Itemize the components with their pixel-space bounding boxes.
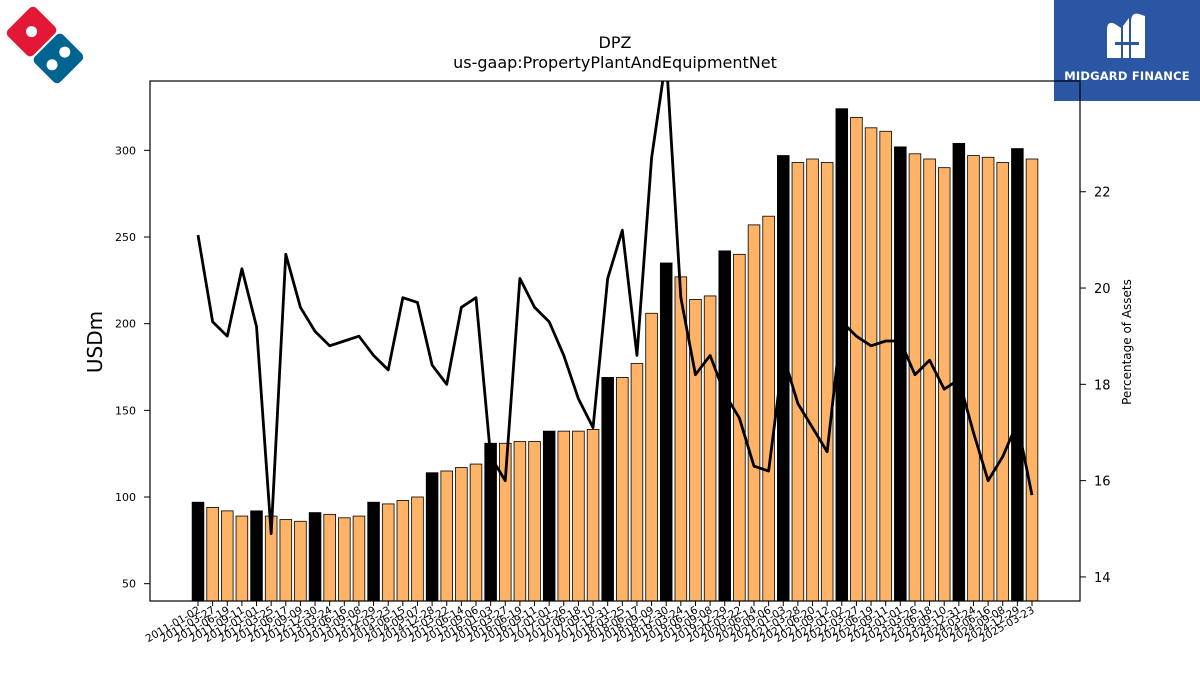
y2-tick-label: 18: [1094, 378, 1111, 393]
bar: [484, 442, 497, 602]
bar: [981, 156, 995, 602]
bar: [908, 153, 922, 602]
y-tick-label: 50: [122, 578, 136, 591]
bar: [864, 127, 878, 602]
bar: [235, 515, 249, 602]
bar: [762, 215, 775, 602]
bar: [338, 517, 351, 602]
bar: [747, 224, 761, 602]
bar: [1011, 148, 1024, 602]
y2-tick-label: 14: [1094, 571, 1111, 586]
bar: [250, 510, 263, 602]
bar: [630, 363, 644, 602]
y-tick-label: 150: [115, 404, 136, 417]
midgard-mark-icon: [1107, 13, 1145, 58]
bar: [850, 117, 863, 602]
bar: [967, 155, 980, 602]
y-axis-label: USDm: [83, 311, 107, 373]
domino-blue-half: [33, 33, 84, 84]
y2-tick-label: 20: [1094, 282, 1111, 297]
bar: [996, 162, 1009, 602]
bar: [279, 519, 293, 602]
bar: [645, 312, 658, 602]
dominos-logo: [6, 6, 84, 84]
chart-title: DPZ: [599, 33, 632, 52]
bar: [308, 512, 322, 602]
bar: [411, 496, 424, 602]
bar: [425, 472, 439, 602]
plot-frame: [149, 80, 1081, 602]
chart-subtitle: us-gaap:PropertyPlantAndEquipmentNet: [453, 53, 777, 72]
bar: [221, 510, 234, 602]
bar: [455, 467, 468, 602]
bar: [381, 503, 395, 602]
y2-axis-label: Percentage of Assets: [1120, 279, 1134, 405]
y-tick-label: 200: [115, 318, 136, 331]
bar: [572, 430, 585, 602]
y-tick-label: 300: [115, 144, 136, 157]
bar: [352, 515, 366, 602]
bar: [586, 428, 600, 602]
bar: [952, 142, 966, 602]
bar: [937, 167, 951, 602]
bar: [703, 295, 717, 602]
bar: [206, 506, 219, 602]
bar: [513, 441, 527, 602]
bar: [191, 501, 205, 602]
bar: [367, 501, 380, 602]
bar: [528, 441, 541, 602]
bar: [469, 463, 483, 602]
y-tick-label: 100: [115, 491, 136, 504]
y2-tick-label: 22: [1094, 186, 1111, 201]
bar: [601, 376, 614, 602]
bar: [542, 430, 556, 602]
bar: [1025, 158, 1039, 602]
bar: [820, 162, 834, 602]
bar: [659, 262, 673, 602]
bar: [294, 520, 307, 602]
bar: [879, 130, 892, 602]
y-tick-label: 250: [115, 231, 136, 244]
bar: [396, 500, 410, 602]
bar: [718, 250, 731, 602]
midgard-finance-logo: MIDGARD FINANCE: [1054, 0, 1200, 101]
pct-assets-line: [196, 81, 1034, 535]
bar: [557, 430, 571, 602]
bar: [689, 298, 702, 602]
midgard-finance-wordmark: MIDGARD FINANCE: [1064, 69, 1190, 83]
bar: [791, 162, 805, 602]
bar-series: [191, 108, 1039, 602]
y2-tick-label: 16: [1094, 475, 1111, 490]
bar: [616, 376, 629, 602]
bar: [440, 470, 453, 602]
bar: [894, 146, 907, 602]
bar: [806, 158, 819, 602]
line-series: [196, 81, 1034, 535]
bar: [323, 513, 336, 602]
bar: [923, 158, 936, 602]
axes: 5010015020025030014161820222011-01-02201…: [115, 80, 1111, 645]
